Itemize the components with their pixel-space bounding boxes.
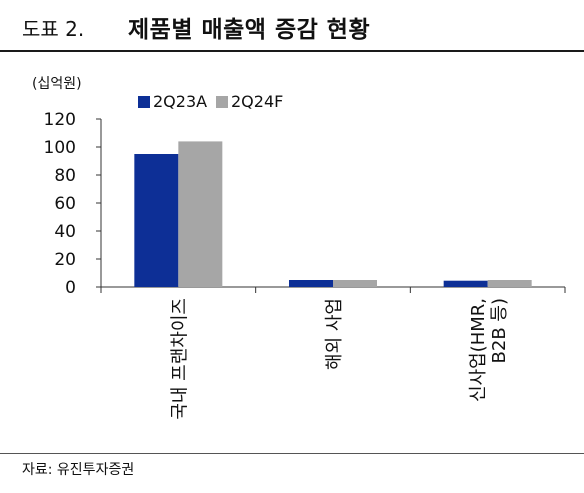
y-tick-label: 40 <box>54 222 76 242</box>
legend-swatch-2Q24F <box>216 96 228 108</box>
header-rule <box>0 50 584 52</box>
bar-2Q23A <box>134 154 179 287</box>
category-label: 국내 프랜차이즈 <box>169 298 190 420</box>
bar-chart: (십억원) 2Q23A 2Q24F 0 20 40 60 80 100 120 국내 프랜차이즈 해외… <box>32 76 566 420</box>
legend-swatch-2Q23A <box>138 96 150 108</box>
y-tick-label: 120 <box>44 110 76 130</box>
figure-header: 도표 2. 제품별 매출액 증감 현황 <box>0 0 584 52</box>
y-tick-label: 60 <box>54 194 76 214</box>
y-tick-label: 100 <box>44 138 76 158</box>
legend-label-2Q24F: 2Q24F <box>231 92 283 111</box>
bar-2Q23A <box>289 280 333 287</box>
y-tick-label: 80 <box>54 166 76 186</box>
category-label: B2B 등) <box>489 298 510 363</box>
bar-2Q23A <box>443 280 488 287</box>
y-tick-label: 0 <box>65 278 76 298</box>
category-label: 해외 사업 <box>324 298 345 370</box>
bar-2Q24F <box>333 280 377 287</box>
bar-2Q24F <box>487 280 532 287</box>
y-tick-label: 20 <box>54 250 76 270</box>
bar-2Q24F <box>178 141 223 287</box>
figure-title: 제품별 매출액 증감 현황 <box>128 17 371 43</box>
figure-label: 도표 2. <box>22 17 85 41</box>
unit-label: (십억원) <box>32 76 82 92</box>
legend-label-2Q23A: 2Q23A <box>153 92 207 111</box>
category-label: 신사업(HMR, <box>468 298 489 402</box>
source-note: 자료: 유진투자증권 <box>22 462 135 478</box>
source-rule <box>0 453 584 454</box>
